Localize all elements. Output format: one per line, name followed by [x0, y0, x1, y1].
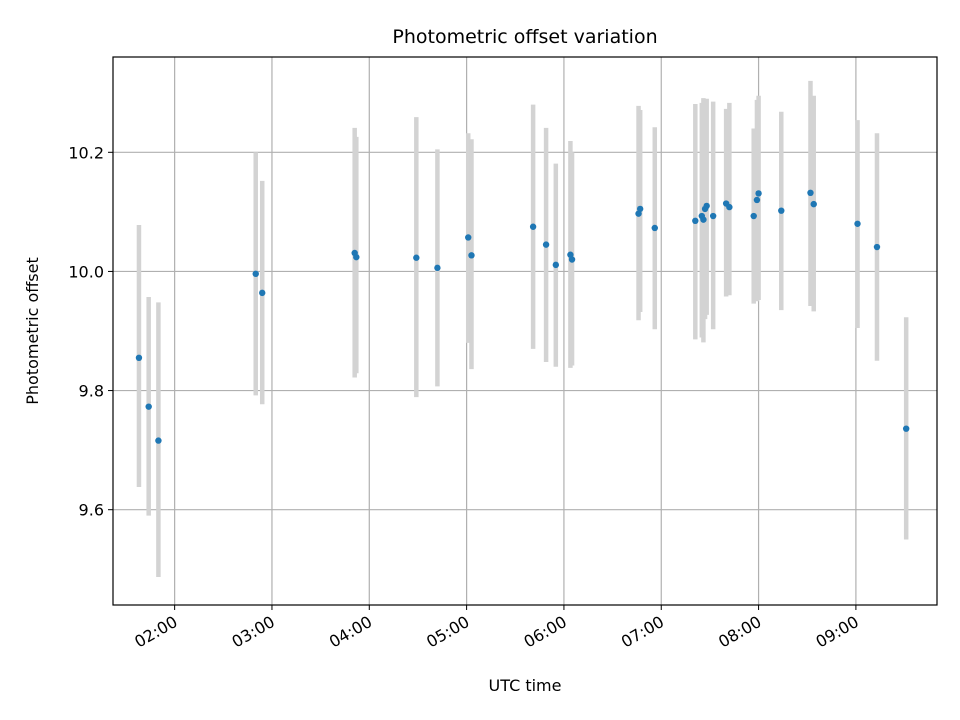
data-point [753, 196, 761, 204]
data-point [692, 217, 699, 225]
data-point [873, 243, 881, 251]
x-axis-label: UTC time [489, 676, 562, 695]
data-point [145, 403, 152, 410]
point-layer [135, 189, 910, 444]
data-point [434, 264, 441, 272]
data-point [542, 241, 550, 248]
data-point [726, 203, 733, 211]
data-point [252, 270, 259, 278]
data-point [353, 253, 360, 261]
grid-layer [113, 57, 937, 605]
y-tick-layer: 9.6 9.8 10.0 10.2 [68, 143, 113, 520]
data-point [413, 254, 420, 261]
data-point [703, 202, 710, 210]
data-point [810, 200, 817, 208]
data-point [750, 212, 757, 220]
data-point [468, 252, 475, 259]
data-point [636, 205, 644, 213]
chart-title: Photometric offset variation [392, 26, 657, 48]
data-point [259, 289, 266, 297]
y-tick-label: 10.2 [68, 143, 104, 162]
data-point [155, 437, 162, 444]
data-point [529, 223, 537, 230]
plot-frame [112, 56, 938, 606]
y-tick-label: 10.0 [68, 262, 104, 281]
data-point [709, 212, 717, 220]
data-point [902, 425, 910, 432]
data-point [568, 256, 576, 263]
data-point [755, 190, 762, 197]
data-point [552, 261, 560, 269]
data-point [651, 224, 658, 232]
y-axis-label: Photometric offset [23, 257, 42, 405]
data-point [854, 220, 861, 227]
y-tick-label: 9.8 [79, 382, 104, 401]
y-tick-label: 9.6 [79, 501, 104, 520]
data-point [135, 354, 143, 362]
data-point [465, 234, 472, 241]
data-point [778, 207, 785, 214]
data-point [807, 189, 814, 197]
data-point [700, 216, 707, 223]
